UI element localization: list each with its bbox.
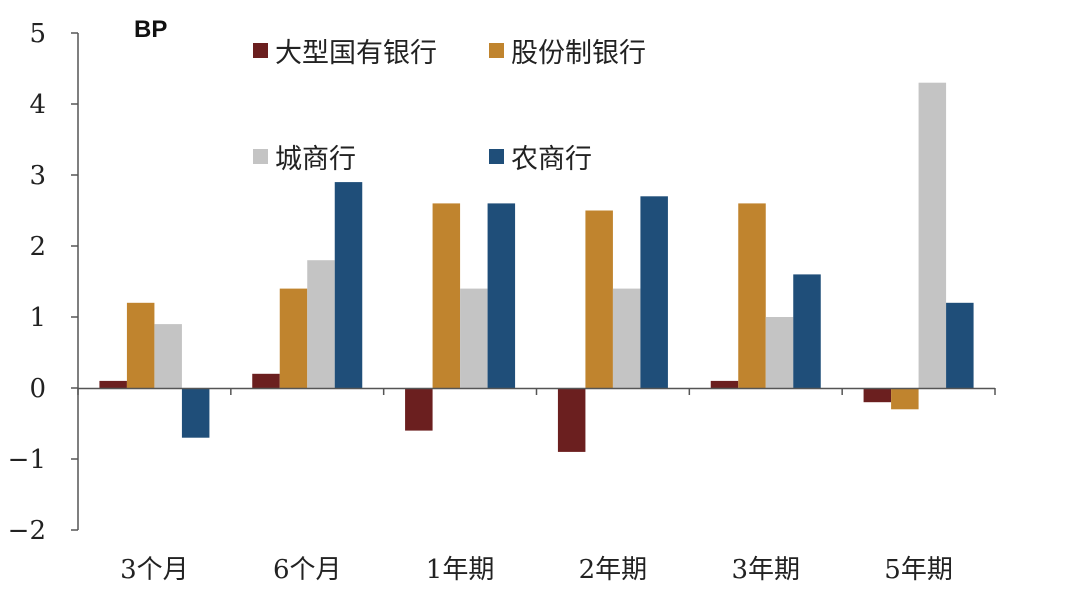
bar-s3-c2 — [307, 260, 335, 388]
category-label-6: 5年期 — [884, 555, 953, 585]
bar-s4-c5 — [793, 274, 821, 388]
y-tick-label-4: 2 — [29, 232, 46, 262]
y-tick-label-1: 5 — [29, 19, 46, 49]
bar-s3-c4 — [612, 288, 641, 388]
legend-item-4: 农商行 — [489, 144, 592, 175]
legend-swatch-4 — [489, 149, 504, 164]
bar-s2-c3 — [432, 203, 461, 388]
bar-s2-c4 — [585, 210, 613, 388]
bar-s4-c2 — [334, 182, 363, 388]
bar-s3-c1 — [154, 324, 182, 388]
bar-s4-c4 — [640, 196, 668, 388]
category-label-2: 6个月 — [273, 555, 342, 585]
bar-s2-c5 — [738, 203, 766, 388]
legend-label-2: 股份制银行 — [511, 38, 646, 69]
category-label-3: 1年期 — [426, 555, 495, 585]
bar-s4-c1 — [181, 388, 210, 438]
category-label-4: 2年期 — [579, 555, 648, 585]
legend-label-4: 农商行 — [511, 144, 592, 175]
bar-s1-c5 — [710, 380, 739, 388]
legend-item-2: 股份制银行 — [489, 38, 646, 69]
bar-s3-c3 — [460, 288, 488, 388]
category-labels-group: 3个月 6个月 1年期 2年期 3年期 5年期 — [120, 555, 953, 585]
bars-group — [99, 82, 974, 452]
legend-swatch-1 — [253, 43, 268, 58]
bar-s1-c6 — [863, 388, 892, 403]
legend-swatch-3 — [253, 149, 268, 164]
y-tick-label-3: 3 — [29, 161, 46, 191]
bar-s2-c1 — [126, 302, 155, 388]
bar-s1-c2 — [252, 373, 280, 388]
bar-s2-c2 — [279, 288, 308, 388]
bar-s1-c3 — [405, 388, 433, 431]
bar-s1-c1 — [99, 380, 127, 388]
x-ticks-group — [77, 388, 996, 395]
legend-item-1: 大型国有银行 — [253, 38, 437, 69]
y-ticks-group: 5 4 3 2 1 0 −1 −2 — [8, 19, 78, 546]
y-tick-label-2: 4 — [29, 90, 46, 120]
bar-s1-c4 — [557, 388, 586, 452]
legend: 大型国有银行 股份制银行 城商行 农商行 — [253, 38, 646, 175]
bar-s3-c6 — [918, 82, 947, 388]
legend-item-3: 城商行 — [253, 144, 356, 175]
y-tick-label-5: 1 — [29, 303, 46, 333]
category-label-5: 3年期 — [731, 555, 800, 585]
bar-s4-c6 — [946, 302, 974, 388]
y-tick-label-7: −1 — [8, 445, 46, 475]
bar-s4-c3 — [487, 203, 516, 388]
category-label-1: 3个月 — [120, 555, 189, 585]
legend-label-3: 城商行 — [275, 144, 356, 175]
unit-label: BP — [134, 16, 167, 43]
legend-swatch-2 — [489, 43, 504, 58]
bar-s3-c5 — [765, 317, 794, 388]
y-tick-label-6: 0 — [29, 374, 46, 404]
bar-s2-c6 — [891, 388, 919, 410]
y-tick-label-8: −2 — [8, 516, 46, 546]
legend-label-1: 大型国有银行 — [275, 38, 437, 69]
